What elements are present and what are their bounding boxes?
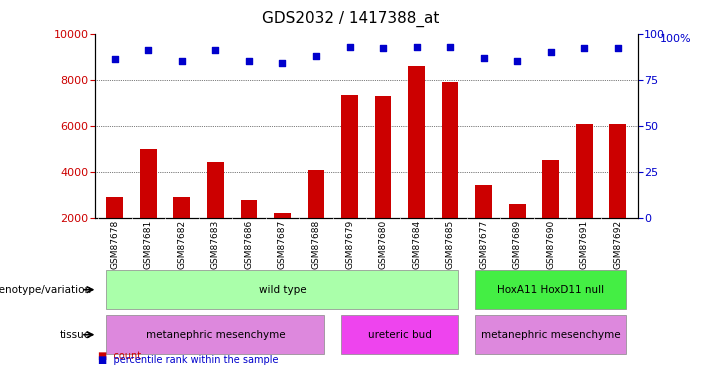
Bar [341,315,458,354]
Point [344,44,355,50]
Bar [274,213,291,217]
Bar [609,124,626,217]
Text: GSM87690: GSM87690 [546,220,555,269]
Text: tissue: tissue [60,330,91,340]
Text: GSM87684: GSM87684 [412,220,421,269]
Bar [442,82,458,218]
Point [478,55,489,61]
Text: GSM87685: GSM87685 [446,220,455,269]
Text: ■  percentile rank within the sample: ■ percentile rank within the sample [98,355,278,365]
Text: GSM87678: GSM87678 [110,220,119,269]
Bar [107,315,325,354]
Text: ■  count: ■ count [98,351,142,360]
Text: GSM87691: GSM87691 [580,220,589,269]
Point [444,44,456,50]
Text: GSM87682: GSM87682 [177,220,186,269]
Point [612,45,623,51]
Text: genotype/variation: genotype/variation [0,285,91,295]
Bar [140,148,157,217]
Text: metanephric mesenchyme: metanephric mesenchyme [481,330,620,340]
Text: GSM87677: GSM87677 [479,220,488,269]
Bar [207,162,224,218]
Text: GSM87681: GSM87681 [144,220,153,269]
Bar [576,124,592,217]
Text: metanephric mesenchyme: metanephric mesenchyme [146,330,285,340]
Text: GSM87688: GSM87688 [311,220,320,269]
Point [377,45,388,51]
Bar [107,197,123,217]
Bar [475,185,492,218]
Text: GSM87683: GSM87683 [211,220,220,269]
Point [143,47,154,53]
Text: GSM87680: GSM87680 [379,220,388,269]
Point [243,58,254,64]
Text: GSM87689: GSM87689 [512,220,522,269]
Point [210,47,221,53]
Bar [173,197,190,217]
Text: GSM87679: GSM87679 [345,220,354,269]
Text: HoxA11 HoxD11 null: HoxA11 HoxD11 null [497,285,604,295]
Text: GSM87686: GSM87686 [245,220,253,269]
Point [311,53,322,59]
Bar [240,200,257,217]
Text: wild type: wild type [259,285,306,295]
Point [109,57,121,63]
Bar [509,204,526,218]
Text: GSM87692: GSM87692 [613,220,622,269]
Point [277,60,288,66]
Text: ureteric bud: ureteric bud [368,330,432,340]
Bar [475,315,626,354]
Bar [374,96,391,218]
Point [176,58,187,64]
Bar [475,270,626,309]
Bar [341,94,358,218]
Y-axis label: 100%: 100% [660,34,692,44]
Bar [107,270,458,309]
Text: GSM87687: GSM87687 [278,220,287,269]
Point [545,49,557,55]
Bar [543,160,559,218]
Point [411,44,422,50]
Point [512,58,523,64]
Text: GDS2032 / 1417388_at: GDS2032 / 1417388_at [261,11,440,27]
Bar [408,66,425,218]
Bar [308,170,325,217]
Point [578,45,590,51]
